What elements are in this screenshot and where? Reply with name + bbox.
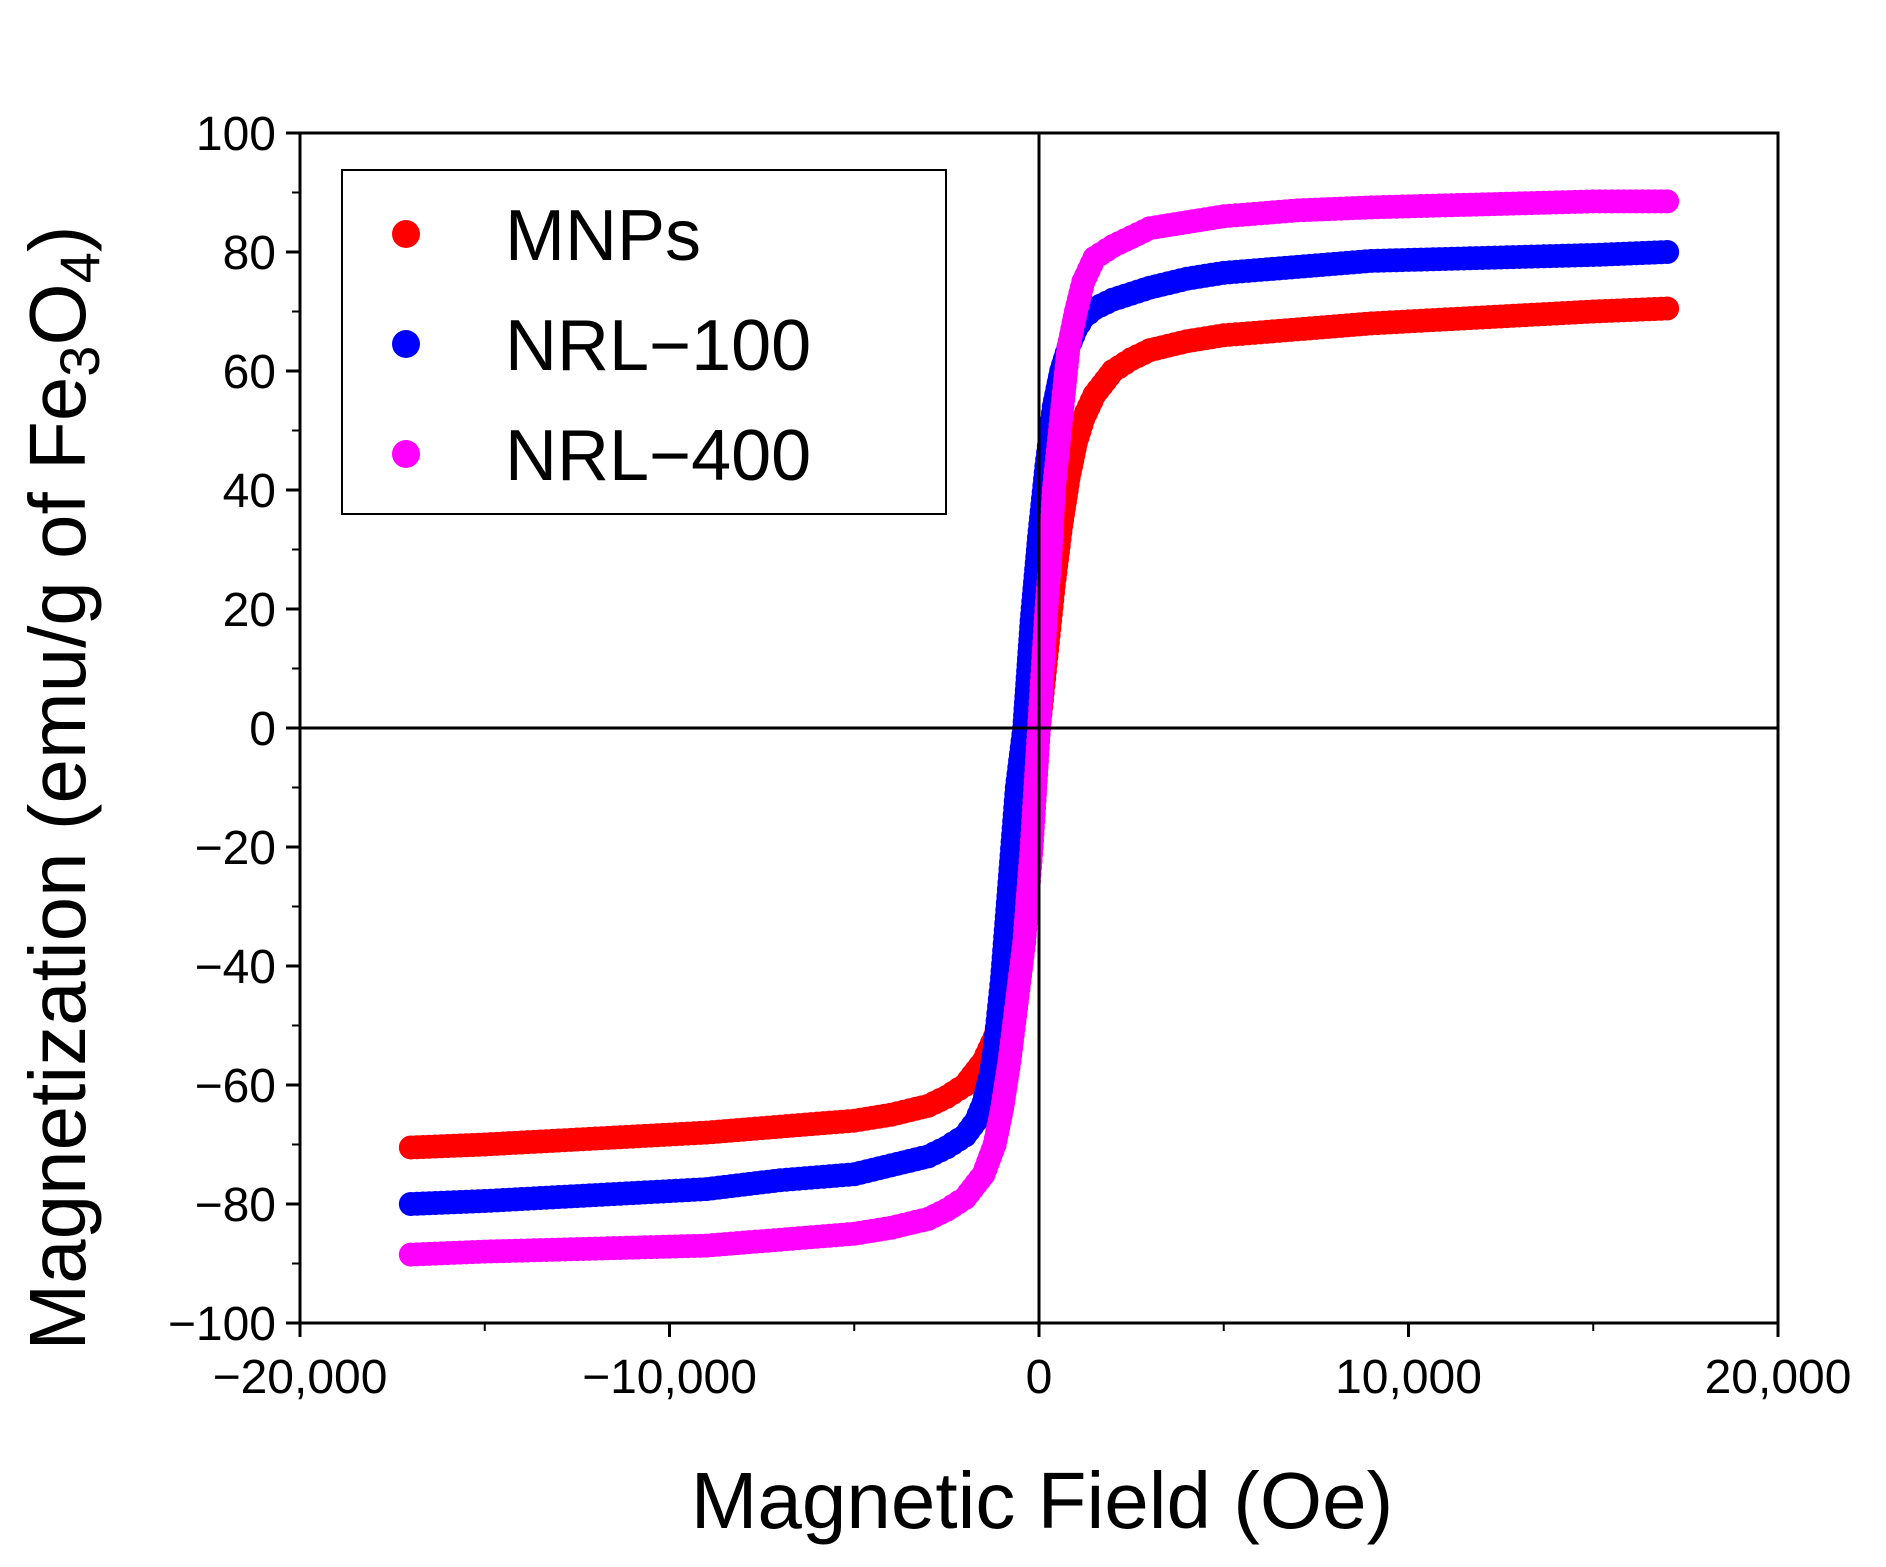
y-tick-label: −100 <box>168 1298 276 1351</box>
series-1 <box>398 240 1680 1216</box>
y-tick-label: −20 <box>195 822 276 875</box>
legend-marker-nrl-400 <box>392 440 420 468</box>
data-point <box>1655 189 1680 214</box>
y-tick-label: 20 <box>223 584 276 637</box>
y-axis-title-suffix: ) <box>13 225 102 252</box>
legend-marker-mnps <box>392 220 420 248</box>
y-tick-label: 80 <box>223 227 276 280</box>
y-axis-title: Magnetization (emu/g of Fe3O4) <box>13 225 111 1350</box>
data-point <box>1655 296 1680 321</box>
x-tick-label: −20,000 <box>213 1351 388 1404</box>
x-tick-label: −10,000 <box>582 1351 757 1404</box>
y-tick-label: 60 <box>223 346 276 399</box>
y-axis-title-sub1: 3 <box>48 346 111 377</box>
legend-marker-nrl-100 <box>392 330 420 358</box>
legend-label-mnps: MNPs <box>505 196 701 276</box>
x-tick-label: 10,000 <box>1335 1351 1482 1404</box>
y-axis-title-mid: O <box>13 283 102 345</box>
x-axis-title: Magnetic Field (Oe) <box>691 1456 1393 1545</box>
y-tick-label: 0 <box>249 703 276 756</box>
legend-label-nrl-400: NRL−400 <box>505 416 811 496</box>
y-tick-label: 100 <box>196 108 276 161</box>
x-tick-label: 0 <box>1026 1351 1053 1404</box>
legend: MNPs NRL−100 NRL−400 <box>341 169 947 515</box>
y-axis-title-prefix: Magnetization (emu/g of Fe <box>13 377 102 1351</box>
axes: −100 −80 −60 −40 −20 0 20 40 60 80 100 −20,000 −10,0… <box>168 108 1852 1404</box>
y-tick-label: −80 <box>195 1179 276 1232</box>
y-axis-title-sub2: 4 <box>48 252 111 283</box>
series-2 <box>398 189 1680 1267</box>
x-tick-label: 20,000 <box>1705 1351 1852 1404</box>
data-points <box>398 189 1680 1267</box>
legend-label-nrl-100: NRL−100 <box>505 306 811 386</box>
y-tick-label: −60 <box>195 1060 276 1113</box>
legend-box <box>341 169 947 515</box>
y-tick-label: −40 <box>195 941 276 994</box>
y-tick-label: 40 <box>223 465 276 518</box>
data-point <box>1655 240 1680 264</box>
